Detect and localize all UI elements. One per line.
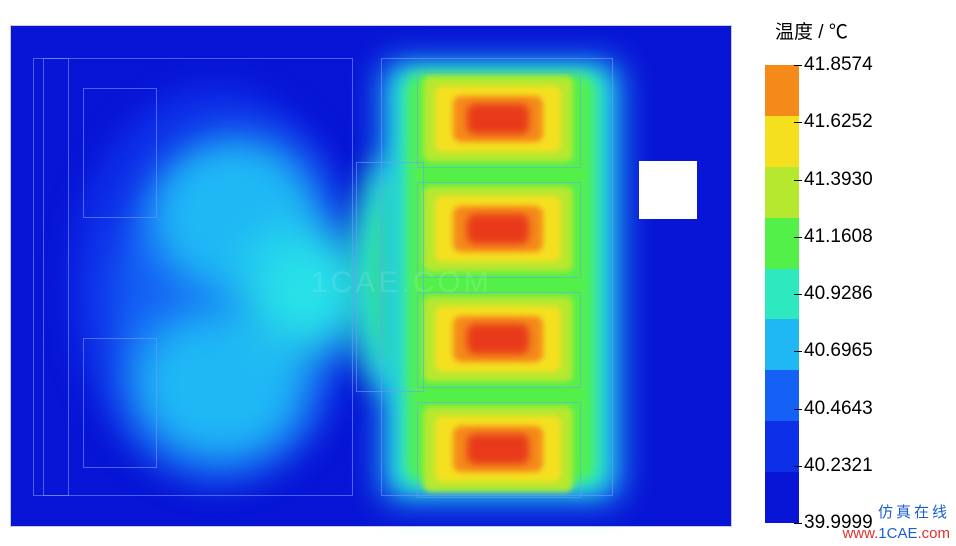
wm-url-c: .com — [917, 525, 950, 542]
wm-url-b: 1CAE — [878, 525, 917, 542]
legend-tick: 41.6252 — [804, 111, 873, 133]
left-inner-outline — [43, 58, 69, 496]
figure-root: 1CAE.COM 温度 / ℃ 41.8574 41.6252 41.3930 41.… — [0, 0, 956, 546]
wm-url-a: www. — [842, 525, 878, 542]
center-watermark: 1CAE.COM — [311, 266, 492, 300]
legend-tick: 40.2321 — [804, 455, 873, 477]
legend-tick: 41.8574 — [804, 54, 873, 76]
legend-segment — [765, 319, 799, 370]
legend-segment — [765, 421, 799, 472]
white-square — [639, 161, 697, 219]
legend-ticks: 41.857441.625241.393041.160840.928640.69… — [804, 65, 944, 523]
left-inner-outline — [83, 338, 157, 468]
legend-segment — [765, 370, 799, 421]
legend-segment — [765, 167, 799, 218]
legend-segment — [765, 218, 799, 269]
left-panel-outline — [33, 58, 353, 496]
legend-tick: 41.3930 — [804, 169, 873, 191]
legend-tick: 41.1608 — [804, 226, 873, 248]
color-legend: 温度 / ℃ 41.857441.625241.393041.160840.92… — [760, 25, 950, 525]
legend-tick: 40.6965 — [804, 340, 873, 362]
heatmap-plot: 1CAE.COM — [10, 25, 732, 527]
left-inner-outline — [83, 88, 157, 218]
legend-tick: 40.9286 — [804, 283, 873, 305]
watermark-cn: 仿真在线 — [878, 501, 950, 522]
legend-tick: 40.4643 — [804, 398, 873, 420]
legend-title: 温度 / ℃ — [775, 17, 848, 44]
watermark-url: www.1CAE.com — [842, 525, 950, 542]
legend-segment — [765, 65, 799, 116]
legend-segment — [765, 472, 799, 523]
legend-segment — [765, 116, 799, 167]
